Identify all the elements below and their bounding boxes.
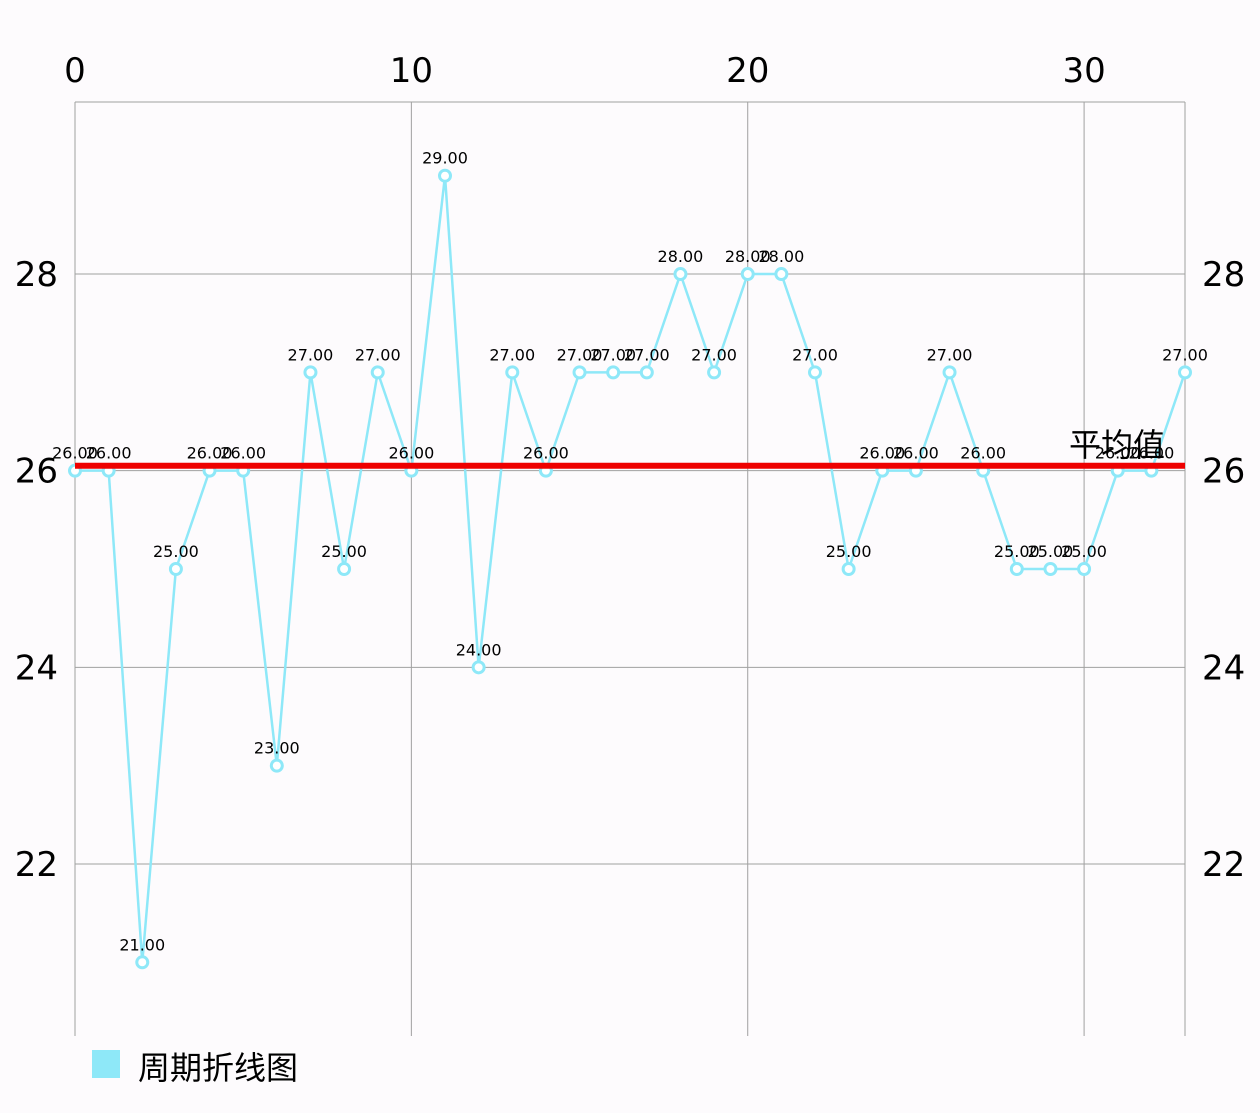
data-point [639, 365, 654, 380]
data-label: 21.00 [119, 935, 165, 954]
data-point [942, 365, 957, 380]
data-label: 24.00 [456, 640, 502, 659]
data-label: 26.00 [86, 444, 132, 463]
average-layer: 平均值 [75, 426, 1185, 469]
data-point [337, 562, 352, 576]
data-point [606, 365, 621, 380]
x-tick-label: 0 [64, 51, 86, 91]
data-label: 26.00 [187, 444, 233, 463]
y-tick-label-left: 26 [15, 452, 58, 492]
y-axis-left-ticks: 22 24 26 28 [15, 255, 58, 885]
y-tick-label-left: 28 [15, 255, 58, 295]
data-label: 26.00 [1128, 444, 1174, 463]
data-point [505, 365, 520, 380]
data-point [740, 267, 755, 282]
y-tick-label-right: 28 [1202, 255, 1245, 295]
data-label: 25.00 [1028, 542, 1074, 561]
data-label: 28.00 [725, 247, 771, 266]
data-point [1043, 562, 1058, 576]
data-label: 26.00 [52, 444, 98, 463]
x-tick-label: 20 [726, 51, 769, 91]
average-label: 平均值 [1069, 426, 1165, 464]
x-axis-ticks: 0 10 20 30 [64, 51, 1106, 91]
data-label: 27.00 [1162, 345, 1208, 364]
y-tick-label-right: 22 [1202, 845, 1245, 885]
legend-label: 周期折线图 [138, 1049, 298, 1087]
data-label: 27.00 [927, 345, 973, 364]
legend-swatch [92, 1050, 120, 1078]
data-point [774, 267, 789, 282]
data-label: 28.00 [758, 247, 804, 266]
data-point [370, 365, 385, 380]
data-point [841, 562, 856, 576]
x-tick-label: 30 [1062, 51, 1105, 91]
series-layer: 26.0026.0021.0025.0026.0026.0023.0027.00… [52, 149, 1208, 970]
data-label: 25.00 [826, 542, 872, 561]
data-label: 27.00 [590, 345, 636, 364]
data-label: 26.00 [388, 444, 434, 463]
data-label: 25.00 [153, 542, 199, 561]
data-label: 25.00 [994, 542, 1040, 561]
data-point [572, 365, 587, 380]
data-label: 27.00 [691, 345, 737, 364]
data-label: 26.00 [220, 444, 266, 463]
data-point [269, 758, 284, 773]
y-axis-right-ticks: 22 24 26 28 [1202, 255, 1245, 885]
series-line [75, 174, 1187, 964]
data-label: 25.00 [321, 542, 367, 561]
data-label: 27.00 [355, 345, 401, 364]
data-point [168, 562, 183, 576]
data-label: 26.00 [960, 444, 1006, 463]
data-label: 26.00 [893, 444, 939, 463]
data-label: 26.00 [1095, 444, 1141, 463]
data-label: 26.00 [523, 444, 569, 463]
data-point [135, 955, 150, 970]
y-tick-label-right: 26 [1202, 452, 1245, 492]
data-point [303, 365, 318, 380]
data-point [707, 365, 722, 380]
data-label: 27.00 [489, 345, 535, 364]
data-label: 27.00 [624, 345, 670, 364]
legend: 周期折线图 [92, 1049, 298, 1087]
data-point [1009, 562, 1024, 576]
x-tick-label: 10 [390, 51, 433, 91]
data-label: 26.00 [859, 444, 905, 463]
data-point [673, 267, 688, 282]
data-label: 27.00 [792, 345, 838, 364]
data-point [438, 168, 452, 183]
data-label: 23.00 [254, 739, 300, 758]
data-label: 28.00 [658, 247, 704, 266]
data-point [1178, 365, 1192, 380]
y-tick-label-right: 24 [1202, 648, 1245, 688]
y-tick-label-left: 24 [15, 648, 58, 688]
data-point [1077, 562, 1092, 576]
data-label: 25.00 [1061, 542, 1107, 561]
data-label: 27.00 [288, 345, 334, 364]
y-tick-label-left: 22 [15, 845, 58, 885]
data-point [808, 365, 822, 380]
data-label: 29.00 [422, 149, 468, 168]
data-point [471, 660, 486, 675]
data-label: 27.00 [557, 345, 603, 364]
